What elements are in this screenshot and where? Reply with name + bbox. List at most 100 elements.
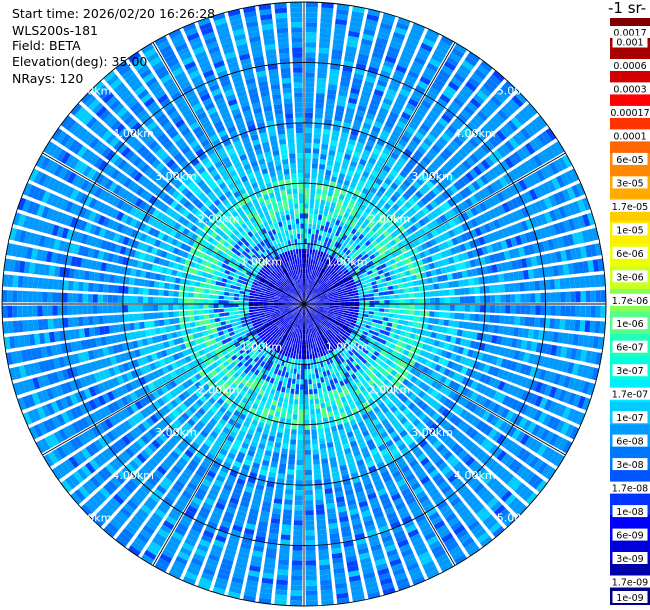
ray-gate xyxy=(307,307,312,312)
ray-gate xyxy=(395,534,407,544)
ray-gate xyxy=(530,305,536,315)
ray-gate xyxy=(233,379,241,386)
ray-gate xyxy=(426,368,434,377)
ray-gate xyxy=(295,317,298,323)
ray-gate xyxy=(557,332,565,344)
ray-gate xyxy=(190,327,197,334)
ray-gate xyxy=(324,396,330,403)
ray-gate xyxy=(339,464,348,472)
ray-gate xyxy=(496,450,507,462)
ray-gate xyxy=(137,508,149,519)
ray-gate xyxy=(520,433,530,446)
ray-gate xyxy=(213,304,219,309)
ray-gate xyxy=(388,332,395,338)
ray-gate xyxy=(430,362,437,370)
ray-gate xyxy=(342,326,348,332)
ray-gate xyxy=(461,438,472,448)
ray-gate xyxy=(291,424,297,430)
ray-gate xyxy=(192,473,203,483)
ray-gate xyxy=(385,326,392,332)
ray-gate xyxy=(337,332,343,338)
ray-gate xyxy=(164,544,177,555)
ray-gate xyxy=(218,304,224,308)
ray-gate xyxy=(409,428,418,437)
ray-gate xyxy=(394,364,401,372)
ray-gate xyxy=(284,499,293,505)
ray-gate xyxy=(319,564,331,571)
ray-gate xyxy=(241,495,251,503)
ray-gate xyxy=(208,448,218,456)
ray-gate xyxy=(184,509,196,519)
ray-gate xyxy=(422,323,429,330)
ray-gate xyxy=(493,483,505,495)
ray-gate xyxy=(247,357,254,364)
ray-gate xyxy=(374,341,380,347)
ray-gate xyxy=(117,410,126,421)
ray-gate xyxy=(258,304,264,307)
ray-gate xyxy=(188,292,194,298)
ray-gate xyxy=(93,316,99,325)
ray-gate xyxy=(316,524,327,531)
ray-gate xyxy=(326,406,332,413)
ray-gate xyxy=(378,444,387,452)
ray-gate xyxy=(198,378,206,386)
ray-gate xyxy=(264,450,272,457)
ray-gate xyxy=(345,352,351,359)
ray-gate xyxy=(168,318,175,325)
ray-gate xyxy=(358,552,371,560)
ray-gate xyxy=(472,463,483,474)
ray-gate xyxy=(388,393,396,401)
ray-gate xyxy=(308,306,313,310)
ray-gate xyxy=(238,505,249,513)
ray-gate xyxy=(291,310,297,314)
ray-gate xyxy=(352,395,359,403)
ray-gate xyxy=(423,351,431,359)
ray-gate xyxy=(379,493,389,501)
ray-gate xyxy=(329,532,340,540)
ray-gate xyxy=(173,387,182,395)
ray-gate xyxy=(218,567,231,576)
ray-gate xyxy=(141,465,152,476)
ray-gate xyxy=(535,426,546,439)
ray-gate xyxy=(151,512,163,523)
ray-gate xyxy=(285,484,294,490)
ray-gate xyxy=(70,407,80,420)
ray-gate xyxy=(304,449,311,455)
ray-gate xyxy=(420,457,430,467)
ray-gate xyxy=(483,375,492,385)
ray-gate xyxy=(331,332,336,338)
ray-gate xyxy=(510,479,522,492)
ray-gate xyxy=(163,496,174,506)
ray-gate xyxy=(384,304,390,308)
ray-gate xyxy=(254,387,261,394)
ray-gate xyxy=(241,397,249,404)
ray-gate xyxy=(467,414,477,425)
ray-gate xyxy=(221,488,231,497)
ray-gate xyxy=(224,410,233,418)
ray-gate xyxy=(314,393,319,399)
ray-gate xyxy=(112,305,118,313)
ray-gate xyxy=(339,337,345,343)
ray-gate xyxy=(288,313,293,318)
ray-gate xyxy=(274,346,279,352)
ray-gate xyxy=(68,474,80,487)
ray-gate xyxy=(426,432,435,442)
ray-gate xyxy=(398,443,407,452)
ray-gate xyxy=(382,587,396,596)
ray-gate xyxy=(324,375,329,382)
ray-gate xyxy=(483,364,491,374)
ray-gate xyxy=(406,326,413,332)
ray-gate xyxy=(454,312,460,320)
ray-gate xyxy=(169,325,176,332)
ray-gate xyxy=(196,420,206,429)
ray-gate xyxy=(148,372,156,381)
ray-gate xyxy=(200,506,211,515)
ray-gate xyxy=(216,452,226,461)
ray-gate xyxy=(324,427,331,434)
ray-gate xyxy=(17,290,23,303)
ray-gate xyxy=(67,424,77,436)
ray-gate xyxy=(567,377,576,390)
ray-gate xyxy=(369,539,381,547)
ray-gate xyxy=(479,396,488,407)
ray-gate xyxy=(459,409,468,419)
